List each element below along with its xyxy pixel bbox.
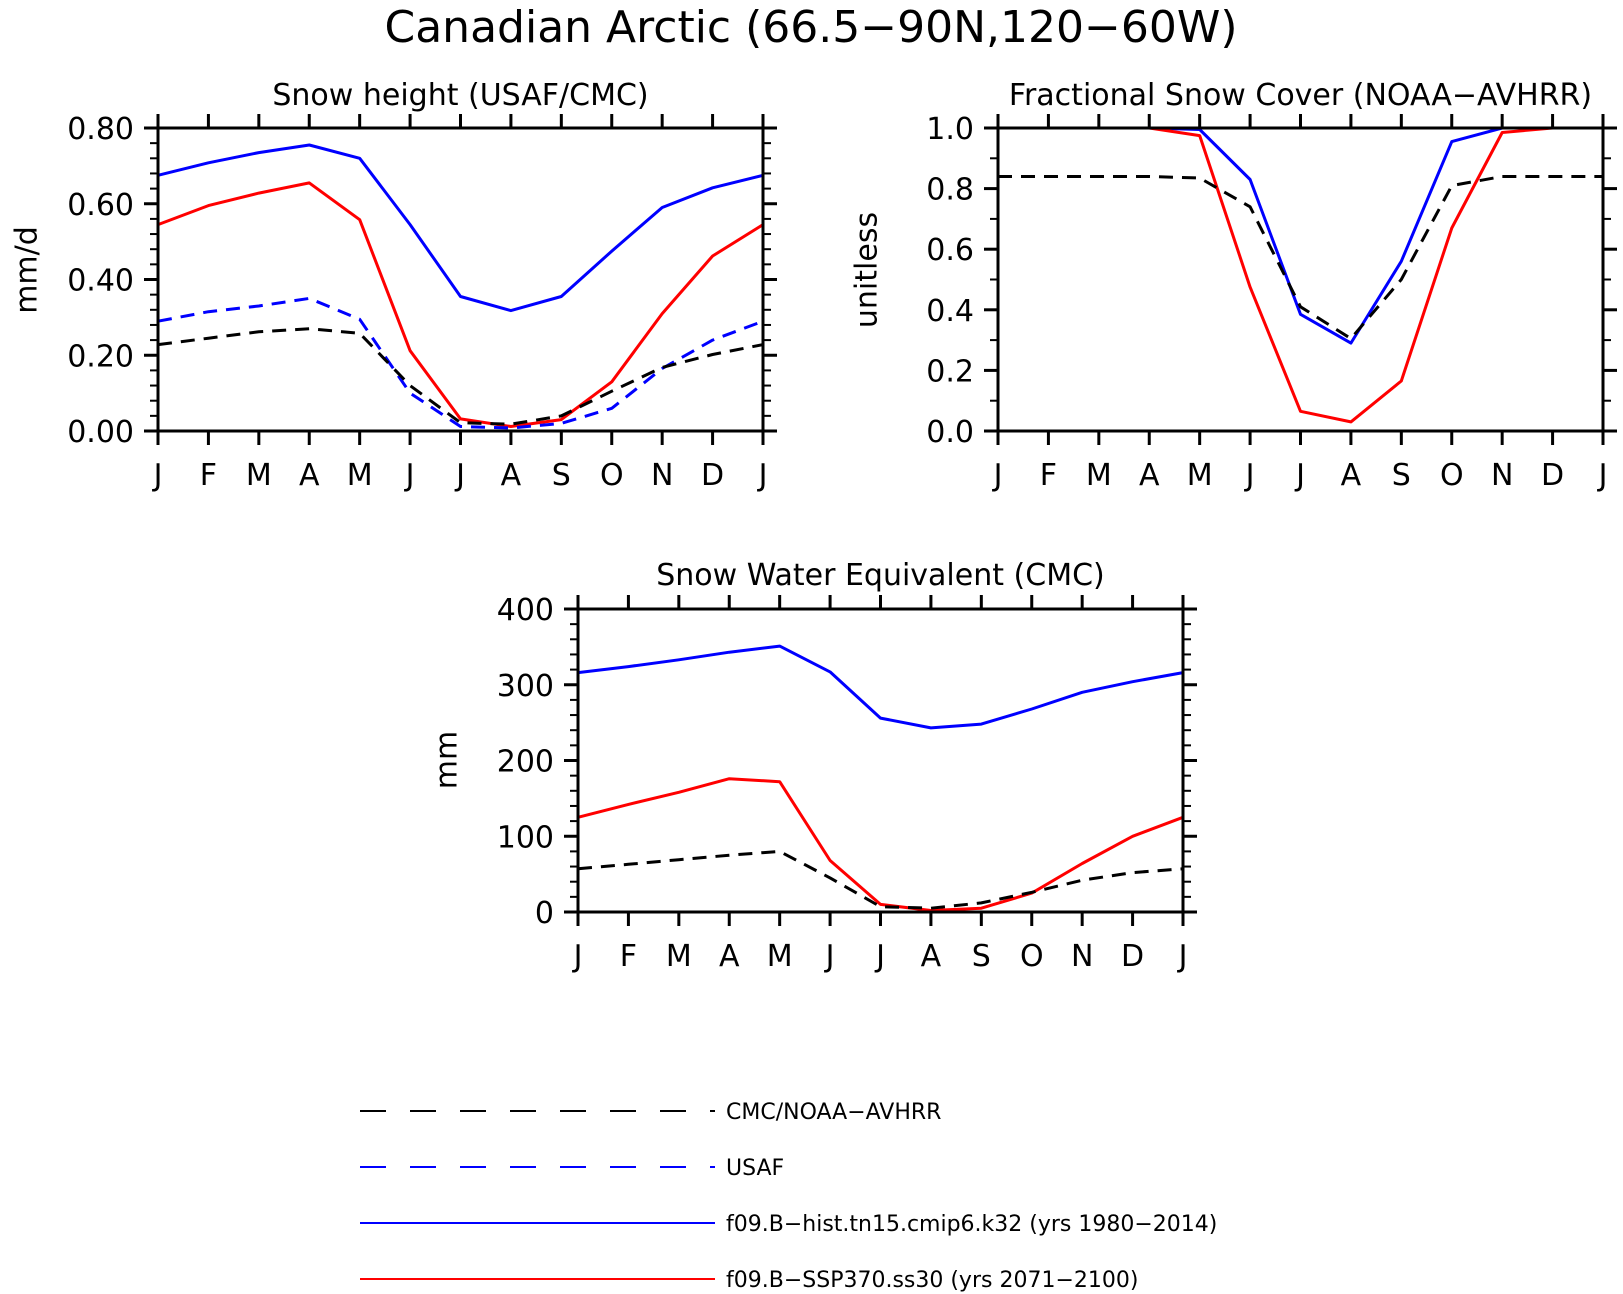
x-tick-label: M bbox=[246, 458, 272, 493]
series-line-cmc-noaa-avhrr bbox=[577, 849, 1184, 910]
y-tick-label: 0.2 bbox=[926, 354, 974, 389]
x-tick-label: J bbox=[1597, 458, 1608, 493]
x-tick-label: J bbox=[874, 939, 885, 974]
y-tick-label: 0.60 bbox=[67, 188, 134, 223]
series-line-cmc-noaa-avhrr bbox=[998, 175, 1603, 341]
series-line-f09-b-ssp370-ss30-yrs-2071-2100 bbox=[577, 777, 1184, 912]
plot-frame bbox=[996, 126, 1605, 433]
x-tick-label: J bbox=[572, 939, 583, 974]
main-title: Canadian Arctic (66.5−90N,120−60W) bbox=[385, 2, 1238, 53]
y-tick-label: 0.80 bbox=[67, 112, 134, 147]
x-tick-label: N bbox=[1071, 939, 1093, 974]
legend-label: CMC/NOAA−AVHRR bbox=[726, 1100, 941, 1125]
series-line-f09-b-ssp370-ss30-yrs-2071-2100 bbox=[157, 181, 764, 428]
x-tick-label: N bbox=[1491, 458, 1513, 493]
series-line-f09-b-hist-tn15-cmip6-k32-yrs-1980-2014 bbox=[998, 126, 1603, 345]
plot-frame bbox=[156, 126, 765, 433]
series-line-f09-b-ssp370-ss30-yrs-2071-2100 bbox=[998, 126, 1603, 424]
legend-item-f09-b-ssp370-ss30-yrs-2071-2100: f09.B−SSP370.ss30 (yrs 2071−2100) bbox=[360, 1268, 1138, 1293]
panel-1: Snow height (USAF/CMC)mm/dJ F M A M J J A S O N D J0… bbox=[10, 78, 777, 493]
x-tick-label: A bbox=[1341, 458, 1362, 493]
x-tick-label: N bbox=[651, 458, 673, 493]
legend-item-usaf: USAF bbox=[360, 1156, 784, 1181]
y-axis-label: mm bbox=[430, 731, 465, 789]
panel-2: Fractional Snow Cover (NOAA−AVHRR) unitle… bbox=[850, 78, 1617, 493]
y-tick-label: 0.0 bbox=[926, 415, 974, 450]
legend: CMC/NOAA−AVHRR USAF f09.B−hist.tn15.cmip6.… bbox=[360, 1100, 1217, 1293]
x-tick-label: A bbox=[501, 458, 522, 493]
x-tick-label: F bbox=[200, 458, 217, 493]
x-tick-label: F bbox=[1040, 458, 1057, 493]
x-tick-label: M bbox=[1187, 458, 1213, 493]
series-line-usaf bbox=[157, 296, 764, 430]
panel-3: Snow Water Equivalent (CMC)mmJ F M A M J J A S O N… bbox=[430, 558, 1197, 974]
panels: Snow height (USAF/CMC)mm/dJ F M A M J J A S O N D J0… bbox=[10, 78, 1617, 974]
x-tick-label: O bbox=[1020, 939, 1044, 974]
x-tick-label: J bbox=[404, 458, 415, 493]
y-tick-label: 100 bbox=[497, 820, 554, 855]
series-line-f09-b-hist-tn15-cmip6-k32-yrs-1980-2014 bbox=[577, 644, 1184, 730]
x-tick-label: J bbox=[824, 939, 835, 974]
series-line-f09-b-hist-tn15-cmip6-k32-yrs-1980-2014 bbox=[157, 143, 764, 313]
y-tick-label: 400 bbox=[497, 593, 554, 628]
x-tick-label: O bbox=[600, 458, 624, 493]
legend-label: f09.B−hist.tn15.cmip6.k32 (yrs 1980−2014… bbox=[726, 1212, 1217, 1237]
y-tick-label: 0 bbox=[535, 896, 554, 931]
legend-label: f09.B−SSP370.ss30 (yrs 2071−2100) bbox=[726, 1268, 1138, 1293]
y-tick-label: 0.00 bbox=[67, 415, 134, 450]
panel-title: Fractional Snow Cover (NOAA−AVHRR) bbox=[1009, 78, 1592, 113]
x-tick-label: J bbox=[1177, 939, 1188, 974]
x-tick-label: J bbox=[152, 458, 163, 493]
x-tick-label: A bbox=[719, 939, 740, 974]
x-tick-label: A bbox=[1139, 458, 1160, 493]
x-tick-label: J bbox=[992, 458, 1003, 493]
x-tick-label: M bbox=[767, 939, 793, 974]
x-tick-label: M bbox=[1086, 458, 1112, 493]
y-tick-label: 0.6 bbox=[926, 233, 974, 268]
y-tick-label: 0.40 bbox=[67, 264, 134, 299]
y-tick-label: 1.0 bbox=[926, 112, 974, 147]
x-tick-label: D bbox=[1541, 458, 1564, 493]
x-tick-label: O bbox=[1440, 458, 1464, 493]
x-tick-label: F bbox=[620, 939, 637, 974]
series-line-cmc-noaa-avhrr bbox=[157, 327, 764, 426]
y-axis-label: mm/d bbox=[10, 226, 45, 314]
y-axis-label: unitless bbox=[850, 212, 885, 328]
x-tick-label: S bbox=[1392, 458, 1411, 493]
legend-item-cmc-noaa-avhrr: CMC/NOAA−AVHRR bbox=[360, 1100, 941, 1125]
x-tick-label: J bbox=[454, 458, 465, 493]
x-tick-label: A bbox=[921, 939, 942, 974]
y-tick-label: 300 bbox=[497, 669, 554, 704]
y-tick-label: 0.4 bbox=[926, 294, 974, 329]
legend-item-f09-b-hist-tn15-cmip6-k32-yrs-1980-2014: f09.B−hist.tn15.cmip6.k32 (yrs 1980−2014… bbox=[360, 1212, 1217, 1237]
x-tick-label: S bbox=[552, 458, 571, 493]
x-tick-label: J bbox=[1294, 458, 1305, 493]
legend-label: USAF bbox=[726, 1156, 784, 1181]
x-tick-label: J bbox=[1244, 458, 1255, 493]
y-tick-label: 0.20 bbox=[67, 339, 134, 374]
x-tick-label: J bbox=[757, 458, 768, 493]
x-tick-label: D bbox=[701, 458, 724, 493]
y-tick-label: 0.8 bbox=[926, 173, 974, 208]
panel-title: Snow Water Equivalent (CMC) bbox=[656, 558, 1104, 593]
y-tick-label: 200 bbox=[497, 745, 554, 780]
plot-frame bbox=[576, 607, 1185, 914]
x-tick-label: D bbox=[1121, 939, 1144, 974]
panel-title: Snow height (USAF/CMC) bbox=[272, 78, 648, 113]
x-tick-label: S bbox=[972, 939, 991, 974]
x-tick-label: M bbox=[347, 458, 373, 493]
x-tick-label: M bbox=[666, 939, 692, 974]
x-tick-label: A bbox=[299, 458, 320, 493]
